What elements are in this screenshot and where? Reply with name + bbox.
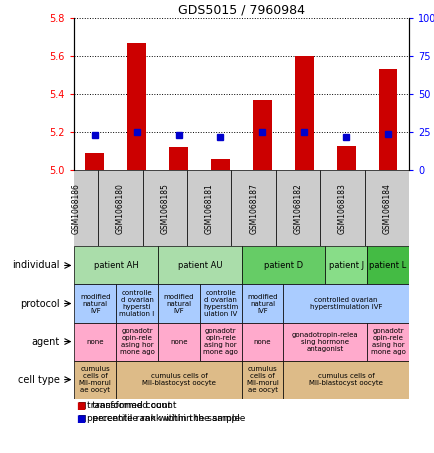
Text: ■: ■ — [76, 401, 85, 411]
Text: percentile rank within the sample: percentile rank within the sample — [87, 414, 240, 424]
Text: modified
natural
IVF: modified natural IVF — [247, 294, 277, 313]
Bar — [54, 170, 98, 246]
Bar — [241, 246, 325, 284]
Bar — [158, 246, 241, 284]
Bar — [199, 323, 241, 361]
Bar — [98, 170, 142, 246]
Text: GSM1068184: GSM1068184 — [381, 183, 390, 234]
Text: GSM1068180: GSM1068180 — [116, 183, 125, 234]
Text: transformed count: transformed count — [87, 401, 171, 410]
Bar — [199, 284, 241, 323]
Bar — [74, 246, 158, 284]
Text: ■  percentile rank within the sample: ■ percentile rank within the sample — [78, 414, 245, 424]
Text: none: none — [253, 338, 271, 345]
Bar — [187, 170, 231, 246]
Text: patient AH: patient AH — [94, 261, 138, 270]
Text: GSM1068183: GSM1068183 — [337, 183, 346, 234]
Text: GSM1068181: GSM1068181 — [204, 183, 213, 234]
Bar — [158, 323, 199, 361]
Text: GSM1068185: GSM1068185 — [160, 183, 169, 234]
Text: gonadotropin-relea
sing hormone
antagonist: gonadotropin-relea sing hormone antagoni… — [291, 332, 358, 352]
Bar — [231, 170, 275, 246]
Bar — [74, 284, 116, 323]
Text: cell type: cell type — [18, 375, 59, 385]
Bar — [85, 153, 104, 170]
Text: cumulus cells of
MII-blastocyst oocyte: cumulus cells of MII-blastocyst oocyte — [309, 373, 382, 386]
Bar — [74, 323, 116, 361]
Text: gonadotr
opin-rele
asing hor
mone ago: gonadotr opin-rele asing hor mone ago — [370, 328, 404, 355]
Text: controlle
d ovarian
hypersti
mulation I: controlle d ovarian hypersti mulation I — [119, 290, 155, 317]
Text: ■: ■ — [76, 414, 85, 424]
Bar — [241, 361, 283, 399]
Bar — [241, 323, 283, 361]
Bar — [283, 284, 408, 323]
Bar — [336, 145, 355, 170]
Bar — [325, 246, 366, 284]
Text: cumulus
cells of
MII-morul
ae oocyt: cumulus cells of MII-morul ae oocyt — [246, 366, 278, 393]
Text: patient AU: patient AU — [177, 261, 222, 270]
Text: modified
natural
IVF: modified natural IVF — [80, 294, 110, 313]
Text: patient D: patient D — [263, 261, 302, 270]
Bar — [127, 43, 146, 170]
Bar — [252, 100, 271, 170]
Text: controlled ovarian
hyperstimulation IVF: controlled ovarian hyperstimulation IVF — [309, 297, 381, 310]
Bar — [116, 323, 158, 361]
Text: patient J: patient J — [328, 261, 363, 270]
Title: GDS5015 / 7960984: GDS5015 / 7960984 — [178, 4, 304, 17]
Text: cumulus
cells of
MII-morul
ae oocyt: cumulus cells of MII-morul ae oocyt — [79, 366, 112, 393]
Bar — [74, 361, 116, 399]
Text: cumulus cells of
MII-blastocyst oocyte: cumulus cells of MII-blastocyst oocyte — [141, 373, 215, 386]
Text: gonadotr
opin-rele
asing hor
mone ago: gonadotr opin-rele asing hor mone ago — [119, 328, 154, 355]
Bar — [158, 284, 199, 323]
Bar — [378, 69, 397, 170]
Text: controlle
d ovarian
hyperstim
ulation IV: controlle d ovarian hyperstim ulation IV — [203, 290, 238, 317]
Bar — [283, 361, 408, 399]
Bar — [210, 159, 230, 170]
Text: none: none — [170, 338, 187, 345]
Bar — [241, 284, 283, 323]
Bar — [294, 56, 313, 170]
Bar — [366, 246, 408, 284]
Text: GSM1068186: GSM1068186 — [72, 183, 80, 234]
Bar — [364, 170, 408, 246]
Text: patient L: patient L — [368, 261, 406, 270]
Bar — [116, 361, 241, 399]
Bar — [275, 170, 319, 246]
Bar — [116, 284, 158, 323]
Bar — [169, 148, 187, 170]
Text: GSM1068182: GSM1068182 — [293, 183, 302, 234]
Text: none: none — [86, 338, 104, 345]
Bar — [283, 323, 366, 361]
Bar — [319, 170, 364, 246]
Text: ■  transformed count: ■ transformed count — [78, 401, 176, 410]
Bar — [142, 170, 187, 246]
Text: GSM1068187: GSM1068187 — [249, 183, 257, 234]
Bar — [366, 323, 408, 361]
Text: agent: agent — [31, 337, 59, 347]
Text: individual: individual — [12, 260, 59, 270]
Text: protocol: protocol — [20, 299, 59, 308]
Text: gonadotr
opin-rele
asing hor
mone ago: gonadotr opin-rele asing hor mone ago — [203, 328, 238, 355]
Text: modified
natural
IVF: modified natural IVF — [163, 294, 194, 313]
